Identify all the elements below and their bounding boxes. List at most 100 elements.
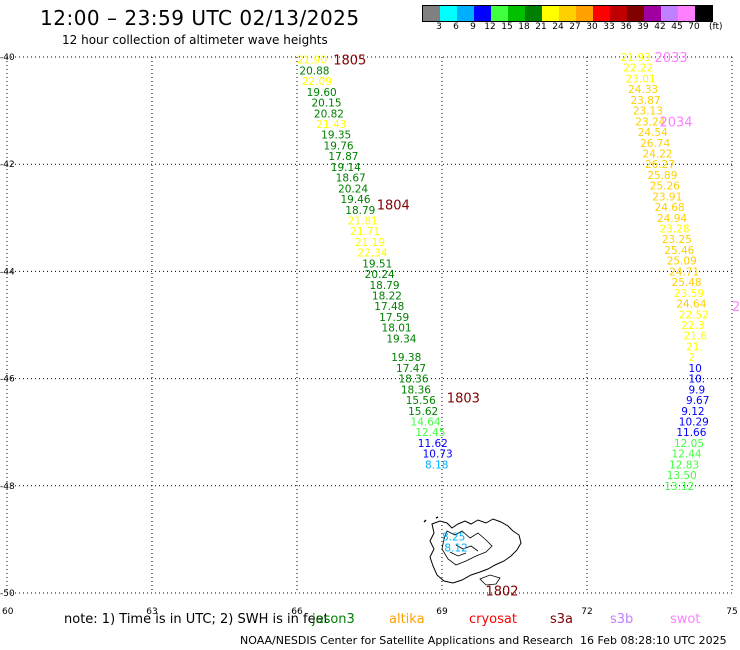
wave-height-value: 19.60 [307, 87, 337, 99]
color-scale-cell [457, 6, 474, 21]
wave-height-value: 8.12 [444, 542, 467, 554]
wave-height-value: 22.52 [679, 309, 709, 321]
wave-height-value: 19.46 [340, 194, 370, 206]
color-scale-cell [695, 6, 712, 21]
color-scale-cell [576, 6, 593, 21]
pass-time-label: 2034 [659, 115, 692, 130]
wave-height-value: 24.94 [657, 213, 687, 225]
page-title: 12:00 – 23:59 UTC 02/13/2025 [40, 6, 360, 30]
satellite-name: altika [389, 612, 425, 627]
wave-height-value: 26.27 [645, 159, 675, 171]
satellite-name: s3a [550, 612, 574, 627]
wave-height-value: 18.79 [369, 280, 399, 292]
wave-height-value: 24.54 [638, 127, 668, 139]
wave-height-value: 21.19 [355, 237, 385, 249]
lat-tick-label: -50 [0, 589, 15, 599]
color-scale-label: 18 [518, 22, 530, 32]
wave-height-value: 21.93 [621, 52, 651, 64]
wave-height-value: 25.89 [647, 170, 677, 182]
wave-height-value: 9.67 [686, 395, 709, 407]
pass-labels: 1805 1804 1803 1802 2033 2034 20 [333, 51, 740, 599]
wave-height-value: 18.22 [372, 291, 402, 303]
color-scale-cell [559, 6, 576, 21]
wave-height-value: 21.71 [350, 226, 380, 238]
color-scale-unit: (ft) [709, 22, 723, 32]
wave-height-value: 25.46 [664, 245, 694, 257]
lon-tick-label: 75 [726, 607, 737, 617]
color-scale-label: 45 [671, 22, 683, 32]
wave-height-value: 10.29 [679, 416, 709, 428]
wave-height-value: 20.24 [338, 183, 368, 195]
kerguelen-islands-coastline [423, 516, 522, 586]
lon-tick-label: 69 [436, 607, 448, 617]
wave-height-value: 17.87 [328, 151, 358, 163]
lat-lon-grid [6, 56, 733, 594]
lon-tick-label: 60 [2, 607, 14, 617]
wave-height-value: 25.48 [672, 277, 702, 289]
lat-tick-label: -40 [0, 53, 15, 63]
satellite-name: jason3 [312, 612, 355, 627]
wave-height-value: 23.13 [633, 106, 663, 118]
satellite-name: cryosat [469, 612, 517, 627]
wave-height-value: 21.6 [684, 331, 708, 343]
color-scale-label: 24 [552, 22, 564, 32]
color-scale-cell [474, 6, 491, 21]
pass-time-label: 1805 [333, 54, 366, 69]
color-scale-label: 36 [620, 22, 632, 32]
wave-height-value: 19.51 [362, 258, 392, 270]
color-scale-label: 33 [603, 22, 615, 32]
color-scale-cell [423, 6, 440, 21]
color-scale-label: 3 [436, 22, 442, 32]
wave-height-value: 9.12 [681, 406, 704, 418]
wave-height-value: 18.36 [398, 374, 428, 386]
color-scale-cell [610, 6, 627, 21]
wave-height-value: 19.35 [321, 130, 351, 142]
color-scale-label: 9 [470, 22, 476, 32]
wave-height-value: 11.62 [418, 438, 448, 450]
wave-height-value: 18.36 [401, 384, 431, 396]
pass-time-label: 1804 [377, 198, 410, 213]
wave-height-value: 19.38 [391, 352, 421, 364]
wave-height-value: 24.71 [669, 266, 699, 278]
wave-height-value: 10. [688, 374, 705, 386]
wave-height-value: 2 [688, 352, 695, 364]
color-scale-cell [491, 6, 508, 21]
wave-height-value: 17.48 [374, 301, 404, 313]
color-scale-label: 12 [484, 22, 496, 32]
wave-height-value: 22.34 [357, 248, 387, 260]
pass-time-label: 2033 [655, 51, 688, 66]
wave-height-value: 20.88 [299, 65, 329, 77]
footer-timestamp: 16 Feb 08:28:10 UTC 2025 [580, 634, 727, 647]
satellite-name: s3b [610, 612, 634, 627]
wave-height-value: 23.25 [662, 234, 692, 246]
wave-height-value: 25.26 [650, 181, 680, 193]
color-scale-cell [508, 6, 525, 21]
wave-height-value: 18.67 [336, 173, 366, 185]
lon-tick-label: 63 [146, 607, 157, 617]
wave-height-value: 15.56 [406, 395, 436, 407]
wave-height-value: 21. [686, 341, 703, 353]
wave-height-value: 13.50 [667, 470, 697, 482]
footer-note: note: 1) Time is in UTC; 2) SWH is in fe… [64, 612, 329, 627]
wave-height-value: 24.64 [676, 299, 706, 311]
wave-height-value: 23.28 [659, 224, 689, 236]
wave-height-value: 26.74 [640, 138, 670, 150]
lon-tick-label: 72 [581, 607, 592, 617]
color-scale-cell [525, 6, 542, 21]
pass-time-label: 1802 [485, 584, 518, 599]
wave-height-value: 8.25 [442, 532, 465, 544]
wave-height-value: 18.79 [345, 205, 375, 217]
color-scale-label: 21 [535, 22, 547, 32]
wave-height-value: 12.05 [674, 438, 704, 450]
lat-tick-label: -46 [0, 375, 15, 385]
wave-height-value: 14.64 [411, 416, 441, 428]
wave-height-value: 23.01 [626, 73, 656, 85]
lat-tick-label: -48 [0, 482, 15, 492]
pass-time-label: 1803 [447, 391, 480, 406]
lat-tick-label: -42 [0, 160, 15, 170]
color-scale-label: 42 [654, 22, 666, 32]
satellite-name: swot [670, 612, 701, 627]
wave-height-value: 23.91 [652, 191, 682, 203]
wave-height-value: 19.14 [331, 162, 361, 174]
